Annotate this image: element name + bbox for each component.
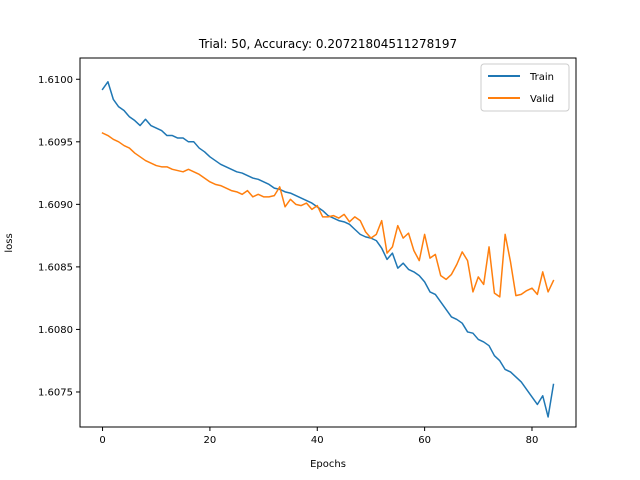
y-tick-label: 1.6095 [38,137,73,148]
legend-label-train: Train [529,72,554,83]
x-tick-label: 20 [204,435,217,446]
x-axis-label: Epochs [310,459,346,470]
y-tick-label: 1.6085 [38,262,73,273]
series-line-train [101,81,555,418]
y-axis: 1.6075 1.6080 1.6085 1.6090 1.6095 1.6100 [38,75,80,398]
legend: Train Valid [480,63,570,112]
chart-title: Trial: 50, Accuracy: 0.20721804511278197 [198,37,457,51]
x-tick-label: 40 [311,435,324,446]
y-tick-label: 1.6090 [38,200,73,211]
x-tick-label: 80 [526,435,539,446]
plot-area [101,81,555,418]
y-axis-label: loss [4,233,15,252]
x-axis: 0 20 40 60 80 [99,427,538,446]
y-tick-label: 1.6100 [38,75,73,86]
legend-box [480,63,570,112]
x-tick-label: 0 [99,435,105,446]
legend-label-valid: Valid [530,94,554,105]
plot-frame [79,57,577,428]
series-line-valid [101,132,555,298]
y-tick-label: 1.6080 [38,325,73,336]
x-tick-label: 60 [418,435,431,446]
y-tick-label: 1.6075 [38,387,73,398]
